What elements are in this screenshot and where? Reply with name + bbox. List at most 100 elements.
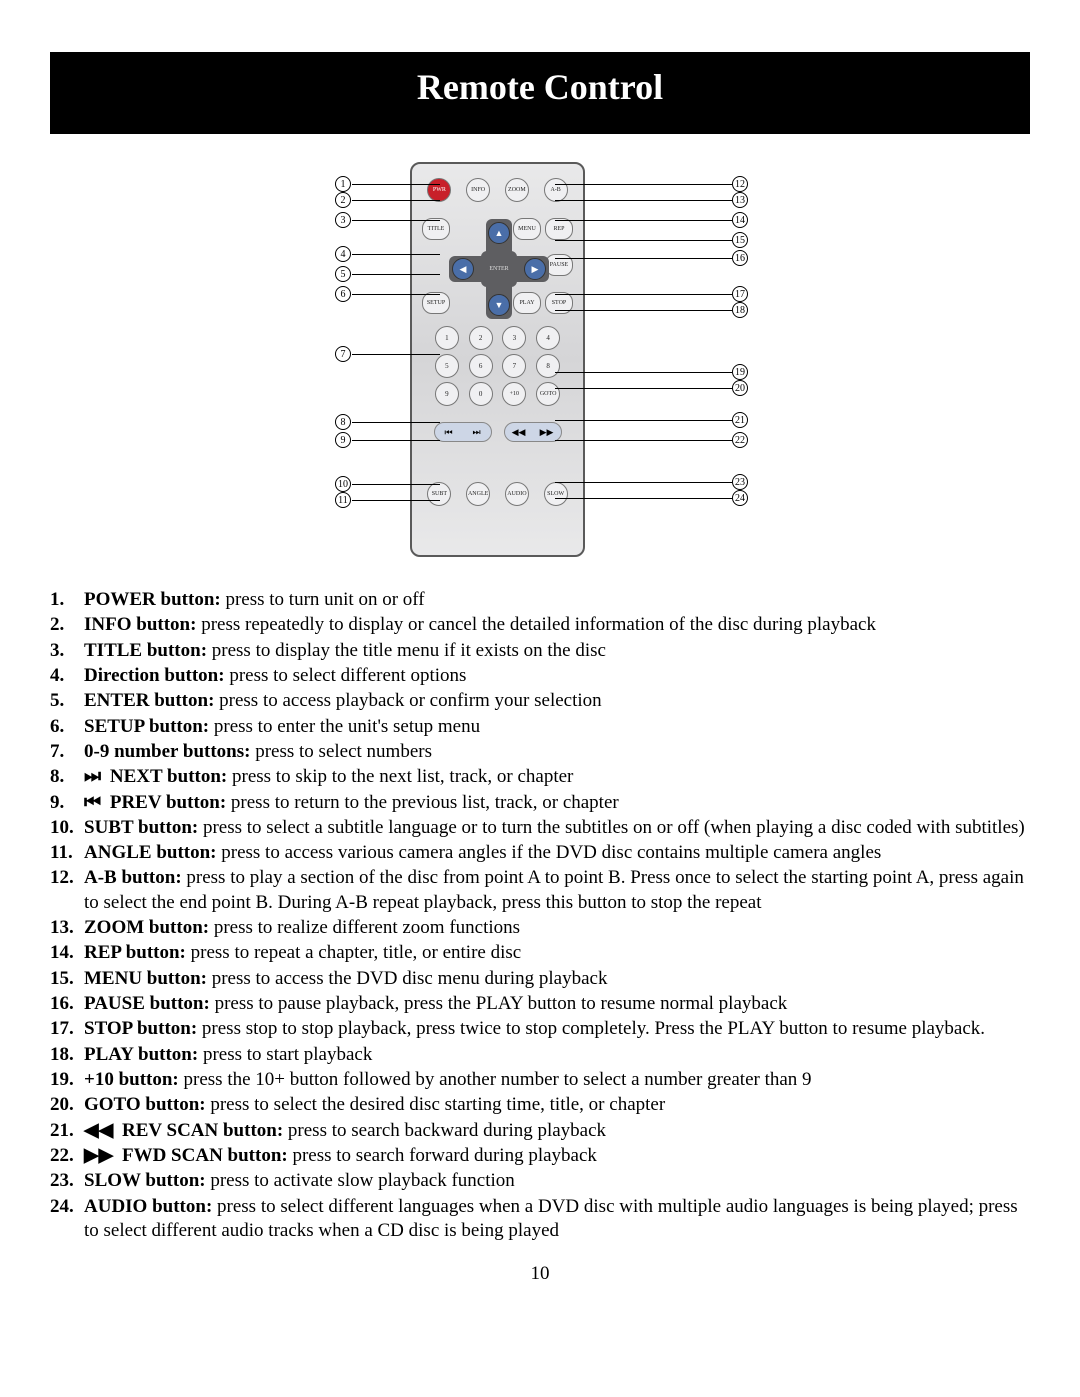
item-number: 20. bbox=[50, 1093, 84, 1117]
item-number: 23. bbox=[50, 1169, 84, 1193]
callout-line bbox=[352, 184, 440, 185]
item-number: 10. bbox=[50, 816, 84, 840]
angle-button: ANGLE bbox=[466, 482, 490, 506]
item-number: 17. bbox=[50, 1017, 84, 1041]
callout-number: 4 bbox=[335, 246, 351, 262]
callout-number: 21 bbox=[732, 412, 748, 428]
dpad-up: ▲ bbox=[488, 222, 510, 244]
item-body: AUDIO button: press to select different … bbox=[84, 1195, 1030, 1244]
dpad: ENTER ▲ ▼ ◀ ▶ bbox=[449, 219, 549, 319]
item-name: PAUSE button: bbox=[84, 993, 210, 1014]
callout-line bbox=[555, 258, 732, 259]
item-name: +10 button: bbox=[84, 1069, 179, 1090]
item-body: A-B button: press to play a section of t… bbox=[84, 866, 1030, 915]
item-body: SETUP button: press to enter the unit's … bbox=[84, 715, 1030, 739]
callout-number: 11 bbox=[335, 492, 351, 508]
callout-line bbox=[555, 498, 732, 499]
item-desc: press to select different options bbox=[225, 665, 467, 686]
callout-number: 13 bbox=[732, 192, 748, 208]
item-body: STOP button: press stop to stop playback… bbox=[84, 1017, 1030, 1041]
item-body: +10 button: press the 10+ button followe… bbox=[84, 1068, 1030, 1092]
item-body: ◀◀ REV SCAN button: press to search back… bbox=[84, 1119, 1030, 1143]
item-desc: press to enter the unit's setup menu bbox=[209, 716, 480, 737]
callout-line bbox=[352, 354, 440, 355]
description-item: 1.POWER button: press to turn unit on or… bbox=[50, 588, 1030, 612]
num-7: 7 bbox=[502, 354, 526, 378]
item-number: 15. bbox=[50, 967, 84, 991]
numpad-row-2: 5 6 7 8 bbox=[412, 354, 583, 378]
callout-line bbox=[352, 500, 440, 501]
callout-line bbox=[555, 482, 732, 483]
callout-line bbox=[555, 294, 732, 295]
description-item: 7.0-9 number buttons: press to select nu… bbox=[50, 740, 1030, 764]
item-body: POWER button: press to turn unit on or o… bbox=[84, 588, 1030, 612]
callout-number: 7 bbox=[335, 346, 351, 362]
item-number: 2. bbox=[50, 613, 84, 637]
item-name: SETUP button: bbox=[84, 716, 209, 737]
item-name: NEXT button: bbox=[110, 766, 227, 787]
item-name: PLAY button: bbox=[84, 1044, 198, 1065]
item-icon: ⏮ bbox=[84, 792, 110, 813]
num-4: 4 bbox=[536, 326, 560, 350]
callout-line bbox=[352, 422, 440, 423]
item-desc: press to display the title menu if it ex… bbox=[207, 640, 606, 661]
item-body: SUBT button: press to select a subtitle … bbox=[84, 816, 1030, 840]
item-number: 8. bbox=[50, 765, 84, 789]
item-number: 18. bbox=[50, 1043, 84, 1067]
description-item: 19.+10 button: press the 10+ button foll… bbox=[50, 1068, 1030, 1092]
item-number: 16. bbox=[50, 992, 84, 1016]
item-name: GOTO button: bbox=[84, 1094, 206, 1115]
item-body: PLAY button: press to start playback bbox=[84, 1043, 1030, 1067]
numpad-row-1: 1 2 3 4 bbox=[412, 326, 583, 350]
num-9: 9 bbox=[435, 382, 459, 406]
subt-button: SUBT bbox=[427, 482, 451, 506]
prev-next-pill: ⏮ ⏭ bbox=[434, 422, 492, 442]
item-number: 24. bbox=[50, 1195, 84, 1244]
remote-diagram-wrap: PWR INFO ZOOM A-B TITLE MENU REP PAUSE S… bbox=[50, 162, 1030, 562]
item-name: FWD SCAN button: bbox=[122, 1145, 288, 1166]
callout-line bbox=[555, 200, 732, 201]
item-name: ZOOM button: bbox=[84, 917, 209, 938]
item-icon: ◀◀ bbox=[84, 1120, 122, 1141]
item-number: 11. bbox=[50, 841, 84, 865]
callout-line bbox=[555, 240, 732, 241]
rev-icon: ◀◀ bbox=[512, 427, 526, 438]
description-item: 2.INFO button: press repeatedly to displ… bbox=[50, 613, 1030, 637]
callout-number: 24 bbox=[732, 490, 748, 506]
item-desc: press stop to stop playback, press twice… bbox=[197, 1018, 985, 1039]
description-item: 23.SLOW button: press to activate slow p… bbox=[50, 1169, 1030, 1193]
item-name: ENTER button: bbox=[84, 690, 214, 711]
description-item: 8.⏭ NEXT button: press to skip to the ne… bbox=[50, 765, 1030, 789]
item-desc: press to search forward during playback bbox=[288, 1145, 597, 1166]
description-item: 3.TITLE button: press to display the tit… bbox=[50, 639, 1030, 663]
item-icon: ⏭ bbox=[84, 766, 110, 787]
description-item: 4.Direction button: press to select diff… bbox=[50, 664, 1030, 688]
item-desc: press to access the DVD disc menu during… bbox=[207, 968, 607, 989]
item-desc: press to activate slow playback function bbox=[206, 1170, 515, 1191]
callout-number: 14 bbox=[732, 212, 748, 228]
ab-button: A-B bbox=[544, 178, 568, 202]
item-name: 0-9 number buttons: bbox=[84, 741, 250, 762]
item-name: ANGLE button: bbox=[84, 842, 217, 863]
item-desc: press to skip to the next list, track, o… bbox=[227, 766, 573, 787]
callout-number: 20 bbox=[732, 380, 748, 396]
description-item: 5.ENTER button: press to access playback… bbox=[50, 689, 1030, 713]
item-number: 3. bbox=[50, 639, 84, 663]
description-item: 22.▶▶ FWD SCAN button: press to search f… bbox=[50, 1144, 1030, 1168]
info-button: INFO bbox=[466, 178, 490, 202]
callout-number: 3 bbox=[335, 212, 351, 228]
num-3: 3 bbox=[502, 326, 526, 350]
item-desc: press to access playback or confirm your… bbox=[214, 690, 601, 711]
scan-row: ⏮ ⏭ ◀◀ ▶▶ bbox=[412, 422, 583, 442]
item-body: ZOOM button: press to realize different … bbox=[84, 916, 1030, 940]
description-item: 24.AUDIO button: press to select differe… bbox=[50, 1195, 1030, 1244]
callout-line bbox=[352, 440, 440, 441]
item-desc: press to search backward during playback bbox=[283, 1120, 606, 1141]
rev-fwd-pill: ◀◀ ▶▶ bbox=[504, 422, 562, 442]
title-button: TITLE bbox=[422, 218, 450, 240]
item-body: MENU button: press to access the DVD dis… bbox=[84, 967, 1030, 991]
page-title-bar: Remote Control bbox=[50, 52, 1030, 134]
item-number: 14. bbox=[50, 941, 84, 965]
manual-page: Remote Control PWR INFO ZOOM A-B TITLE M… bbox=[0, 0, 1080, 1325]
callout-number: 18 bbox=[732, 302, 748, 318]
